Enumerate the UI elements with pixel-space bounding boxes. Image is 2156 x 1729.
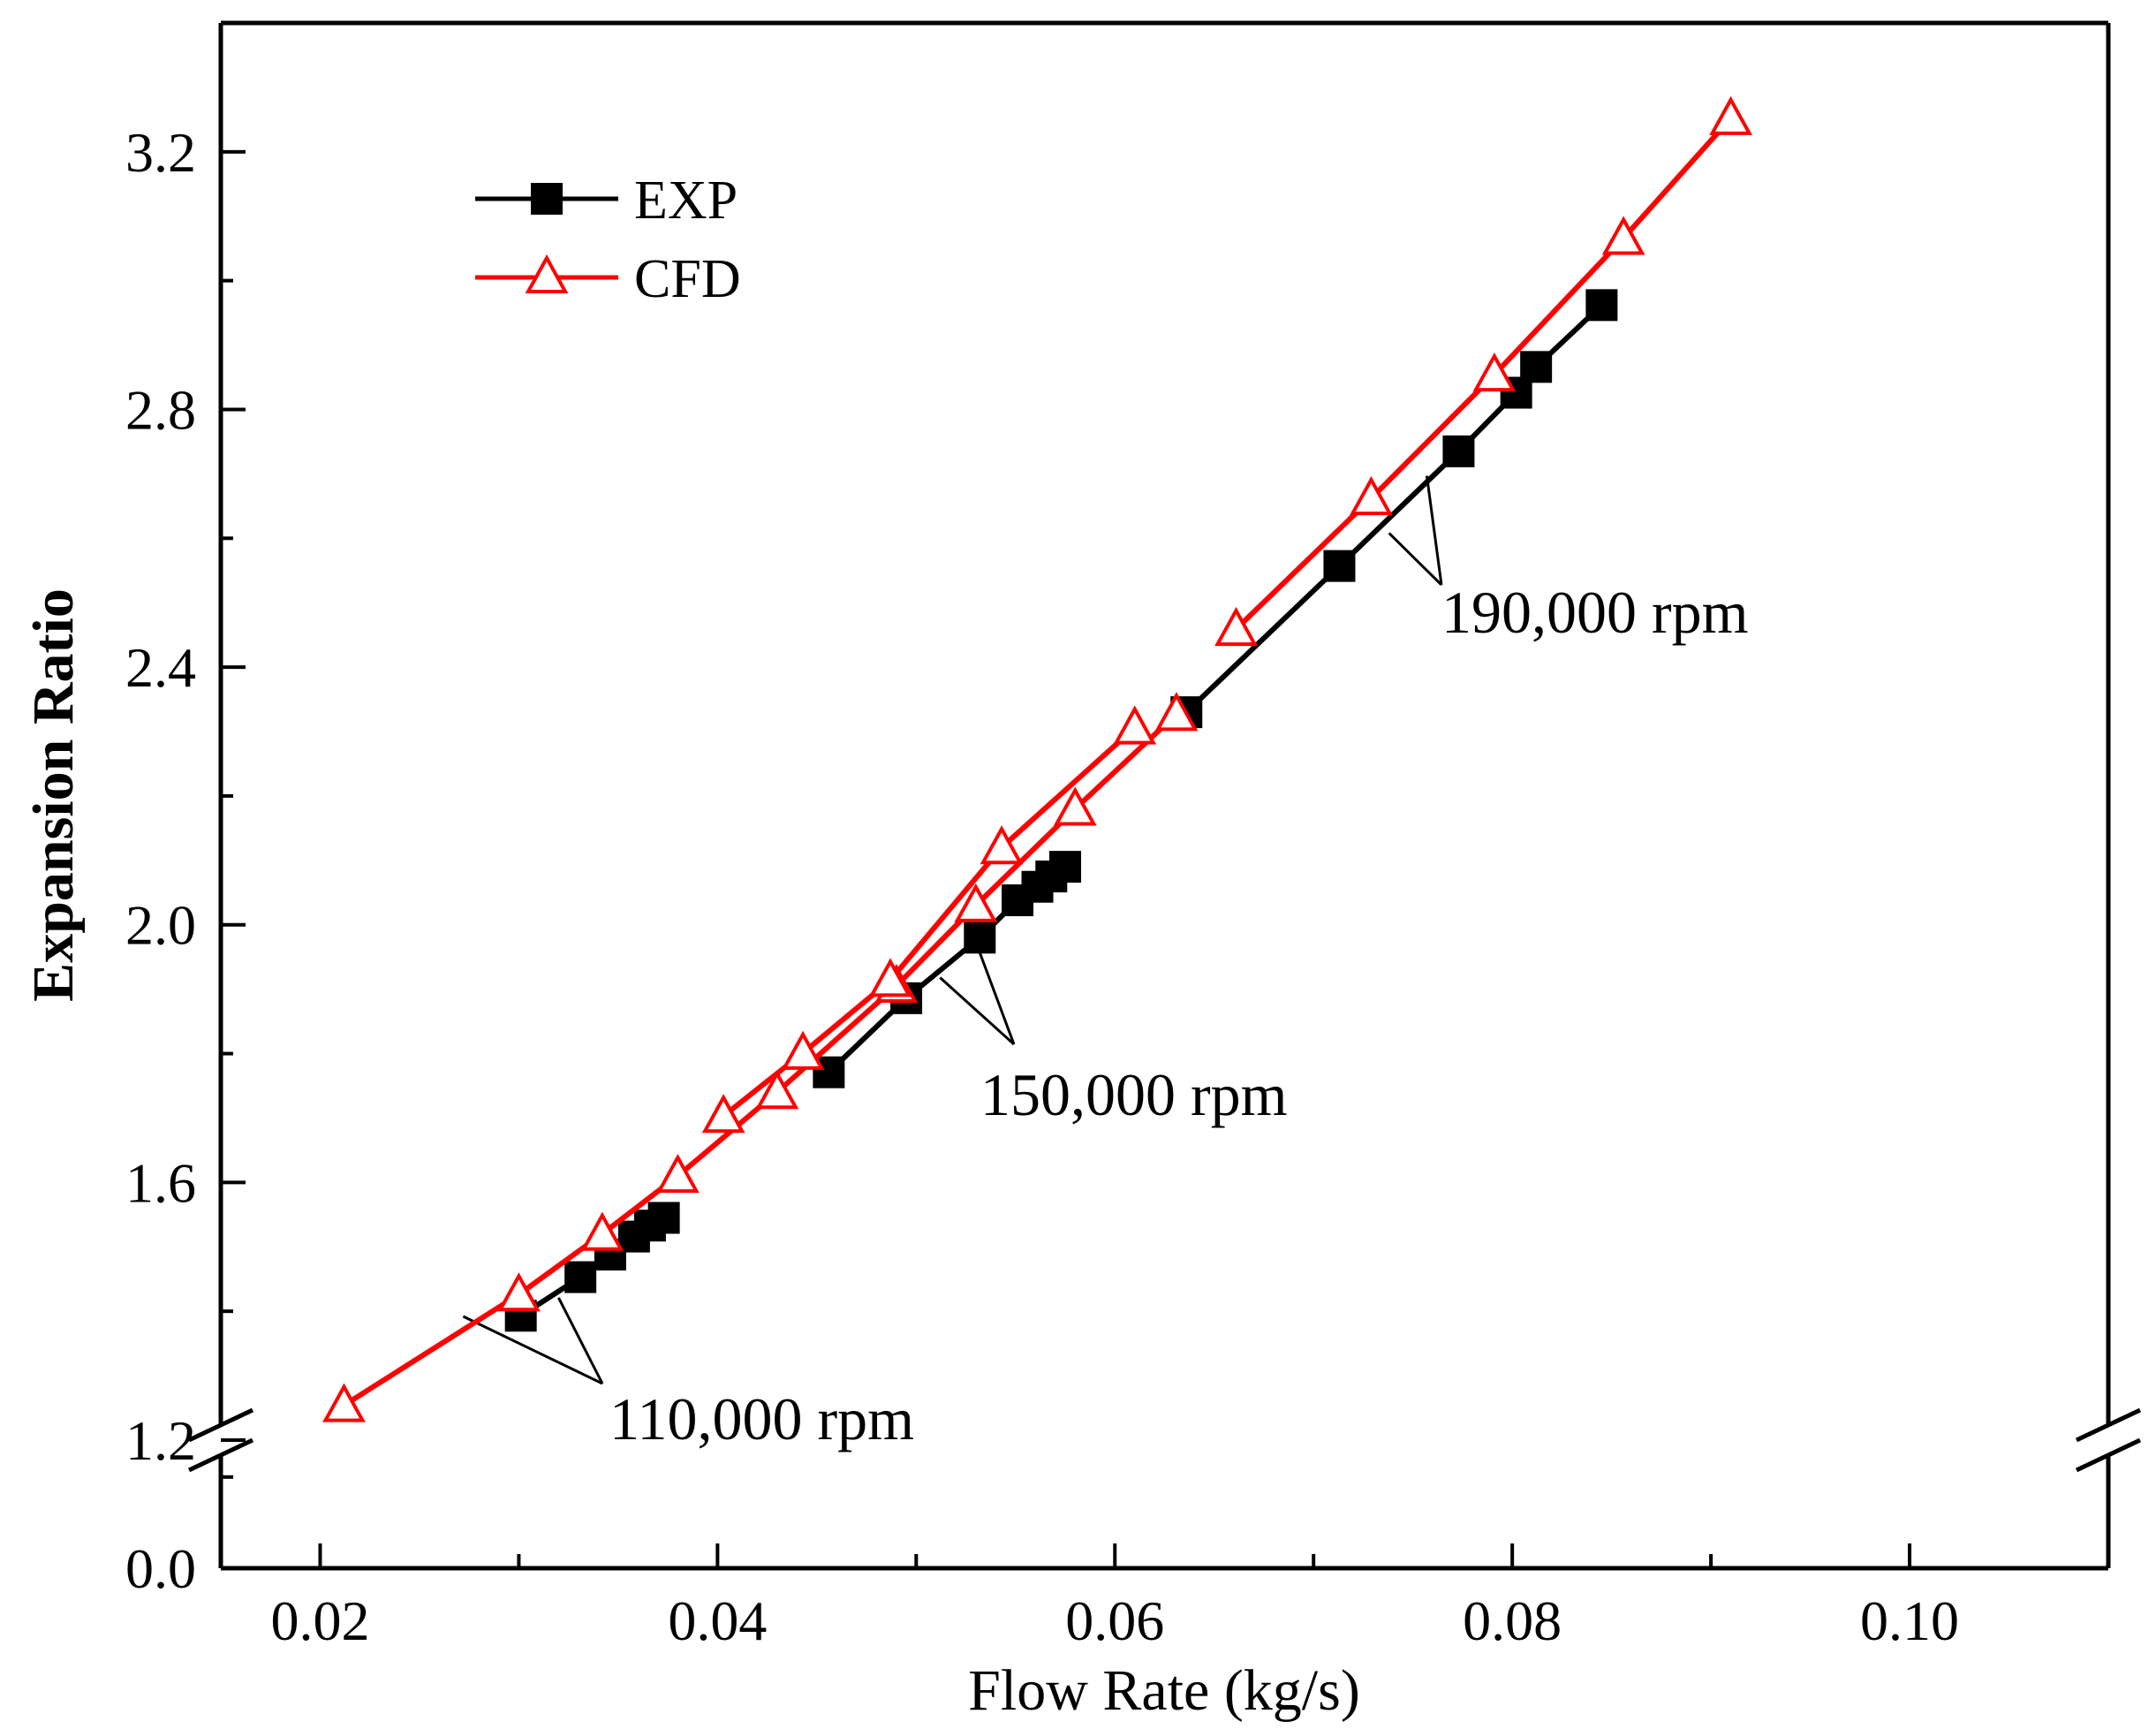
x-tick-label: 0.10 xyxy=(1860,1589,1959,1652)
data-point-cfd xyxy=(1154,692,1199,732)
right-axis-break-mark-upper xyxy=(2075,1407,2142,1443)
legend-cfd-marker xyxy=(525,254,569,293)
data-point-cfd xyxy=(497,1272,541,1312)
data-point-cfd xyxy=(1472,352,1517,392)
data-point-exp xyxy=(564,1261,597,1293)
data-point-exp xyxy=(1585,289,1618,322)
data-point-exp xyxy=(964,921,996,954)
annotation-label-150000: 150,000 rpm xyxy=(980,1061,1288,1128)
annotation-leader-line xyxy=(976,946,1016,1045)
y-tick-label: 3.2 xyxy=(125,121,196,184)
y-axis-break-mark-lower xyxy=(187,1437,254,1473)
data-point-cfd xyxy=(1601,216,1645,255)
annotation-leader-line xyxy=(939,976,1016,1046)
legend-exp-label: EXP xyxy=(634,171,738,231)
data-point-cfd xyxy=(322,1383,366,1422)
data-point-exp xyxy=(647,1202,680,1234)
annotation-lines-layer xyxy=(462,475,1443,1385)
data-point-cfd xyxy=(1709,95,1752,135)
x-tick-label: 0.02 xyxy=(270,1589,369,1652)
data-point-cfd xyxy=(1350,475,1393,516)
y-tick-label: 2.4 xyxy=(125,636,196,699)
data-point-cfd xyxy=(781,1030,825,1070)
y-tick-label: 2.8 xyxy=(125,378,196,441)
legend: EXP CFD xyxy=(475,171,741,309)
data-point-cfd xyxy=(1214,606,1258,647)
annotation-leader-line xyxy=(557,1297,604,1384)
data-point-exp xyxy=(1049,851,1082,883)
x-tick-label: 0.06 xyxy=(1065,1589,1164,1652)
y-axis-title: Expansion Ratio xyxy=(21,588,86,1002)
data-point-exp xyxy=(1442,435,1475,467)
ticks-layer: 0.02 0.04 0.06 0.08 0.10 0.0 1.2 1.6 2.0 2.4 2.8 3.… xyxy=(125,21,1959,1652)
annotation-leader-line xyxy=(1425,475,1443,586)
data-point-cfd xyxy=(954,883,998,922)
annotation-label-190000: 190,000 rpm xyxy=(1441,579,1749,646)
data-point-cfd xyxy=(580,1211,624,1251)
x-tick-label: 0.04 xyxy=(668,1589,767,1652)
legend-cfd-label: CFD xyxy=(634,249,741,309)
y-tick-label: 1.6 xyxy=(125,1151,196,1214)
data-point-cfd xyxy=(701,1094,745,1134)
data-point-cfd xyxy=(868,958,912,997)
data-point-cfd xyxy=(980,825,1024,865)
y-axis-break-mark-upper xyxy=(187,1407,254,1443)
data-point-cfd xyxy=(655,1153,700,1194)
series-cfd xyxy=(322,95,1752,1422)
data-point-exp xyxy=(1323,550,1356,582)
y-tick-label: 1.2 xyxy=(125,1409,196,1472)
legend-exp-marker xyxy=(531,183,563,215)
y-tick-label: 2.0 xyxy=(125,894,196,957)
annotation-leader-line xyxy=(1388,532,1443,587)
annotation-leader-line xyxy=(462,1315,603,1385)
series-layer xyxy=(322,95,1752,1422)
right-axis-break-mark-lower xyxy=(2075,1437,2142,1473)
data-point-cfd xyxy=(755,1070,799,1110)
x-tick-label: 0.08 xyxy=(1463,1589,1562,1652)
y-tick-label: 0.0 xyxy=(125,1537,196,1600)
x-axis-title: Flow Rate (kg/s) xyxy=(968,1658,1360,1723)
data-point-cfd xyxy=(1053,786,1097,826)
annotation-label-110000: 110,000 rpm xyxy=(609,1385,914,1452)
data-point-exp xyxy=(1520,351,1553,383)
data-point-cfd xyxy=(1113,705,1157,745)
